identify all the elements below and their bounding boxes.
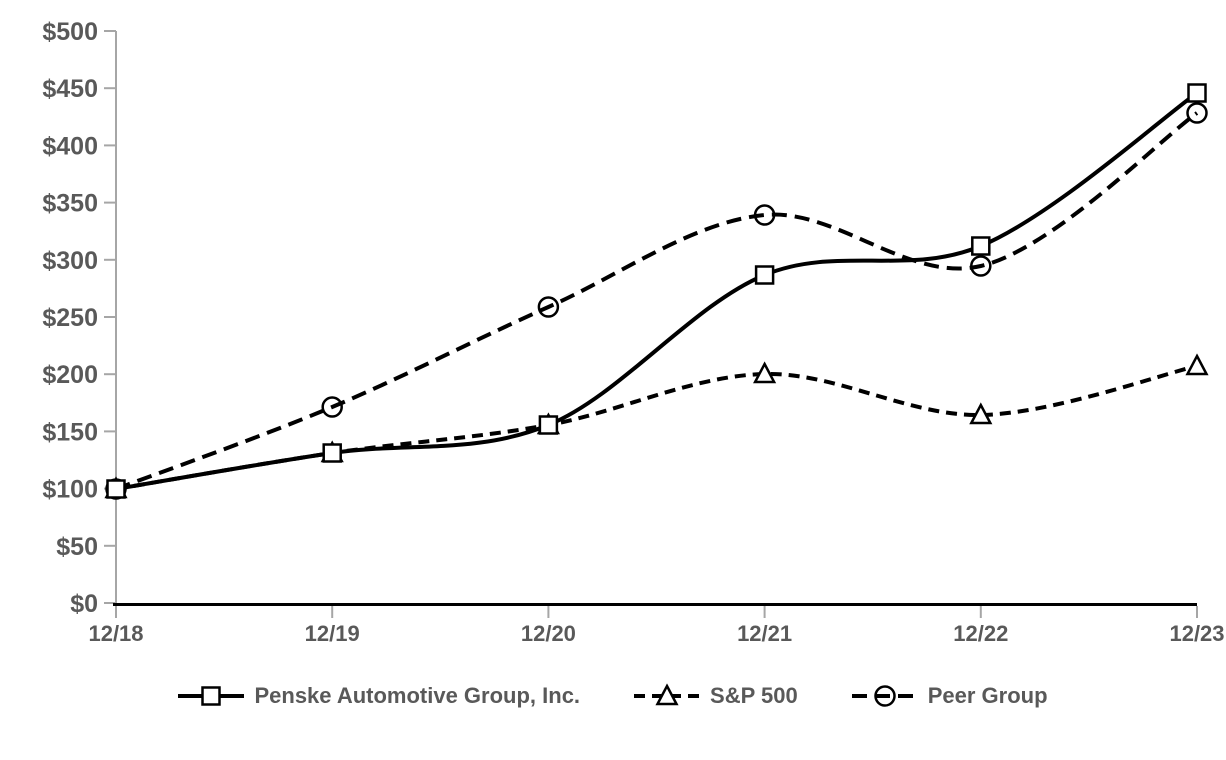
series-peer-group <box>105 102 1208 500</box>
series-line-square <box>115 91 1199 491</box>
square-marker <box>1187 83 1207 103</box>
triangle-marker <box>753 361 777 384</box>
y-axis-tick-label: $150 <box>42 418 98 446</box>
series-line-triangle <box>115 364 1198 491</box>
y-axis-tick-label: $500 <box>42 18 98 46</box>
chart-legend: Penske Automotive Group, Inc. S&P 500 Pe… <box>0 683 1226 709</box>
legend-item-penske: Penske Automotive Group, Inc. <box>178 683 580 709</box>
x-axis-tick-label: 12/19 <box>305 621 360 646</box>
x-axis-tick-label: 12/23 <box>1169 621 1224 646</box>
y-axis-tick-label: $250 <box>42 304 98 332</box>
y-axis-tick-label: $400 <box>42 132 98 160</box>
peer-group-line-swatch <box>851 685 918 707</box>
y-axis-tick-label: $300 <box>42 247 98 275</box>
sp500-line-swatch <box>634 683 701 706</box>
series-penske <box>106 83 1207 499</box>
triangle-marker <box>655 683 679 706</box>
square-marker <box>106 479 126 499</box>
legend-item-sp500: S&P 500 <box>634 683 798 709</box>
y-axis-tick-label: $0 <box>70 590 98 618</box>
y-axis-tick-label: $450 <box>42 75 98 103</box>
triangle-marker <box>1185 353 1209 376</box>
square-marker <box>754 265 775 285</box>
triangle-marker <box>969 402 993 425</box>
x-axis-tick-label: 12/18 <box>88 621 143 646</box>
legend-label-penske: Penske Automotive Group, Inc. <box>254 683 581 708</box>
x-axis-tick-label: 12/22 <box>953 621 1008 646</box>
square-marker <box>971 236 991 256</box>
series-sp500 <box>104 353 1209 499</box>
x-axis-tick-label: 12/20 <box>521 621 576 646</box>
y-axis-tick-label: $100 <box>42 476 98 504</box>
y-axis-tick-label: $50 <box>56 533 98 561</box>
y-axis-tick-label: $200 <box>42 361 98 389</box>
x-axis-tick-label: 12/21 <box>737 621 792 646</box>
y-axis-tick-label: $350 <box>42 190 98 218</box>
plot-area: $0 $50 $100 $150 $200 $250 $300 $350 $400 $450 $50… <box>42 18 1224 646</box>
legend-label-sp500: S&P 500 <box>710 683 798 708</box>
legend-label-peer-group: Peer Group <box>927 683 1048 708</box>
penske-line-swatch <box>178 686 245 706</box>
legend-item-peer-group: Peer Group <box>851 683 1048 709</box>
square-marker <box>322 443 342 463</box>
series-line-circle <box>115 111 1199 491</box>
square-marker <box>538 415 559 435</box>
square-marker <box>201 686 222 706</box>
